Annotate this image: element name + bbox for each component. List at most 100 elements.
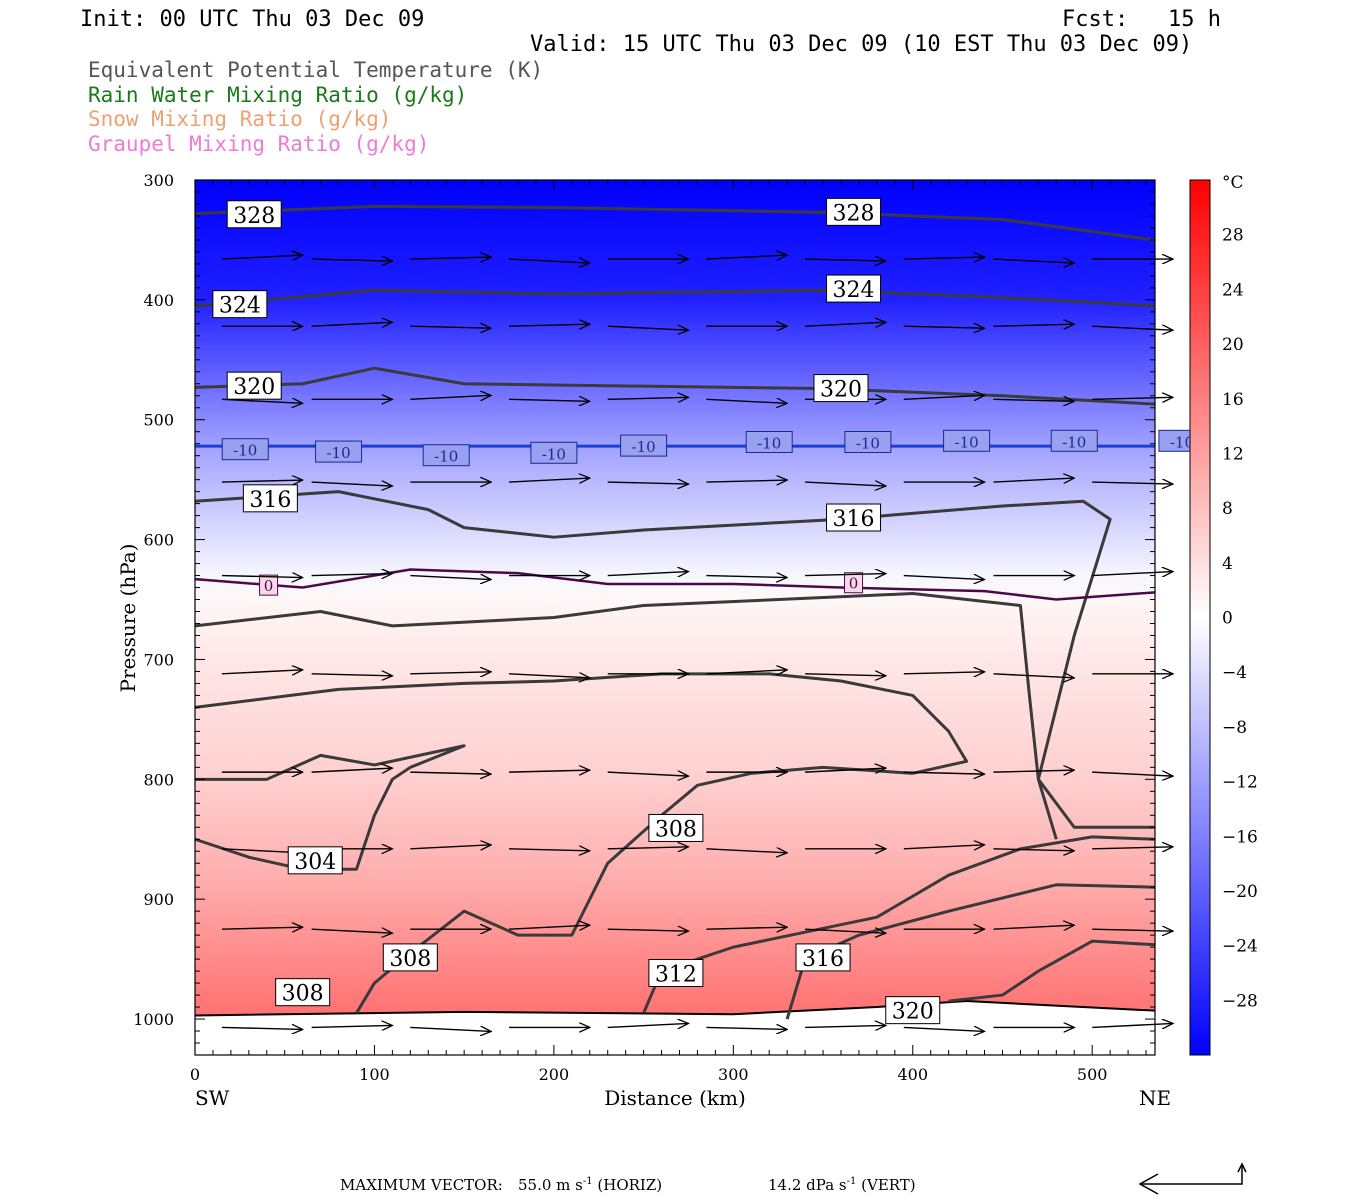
- y-tick-label: 700: [143, 650, 174, 669]
- theta-e-label-text: 324: [219, 294, 261, 319]
- theta-e-label: 328: [226, 200, 282, 229]
- isotherm-minus10-label: -10: [315, 440, 363, 463]
- wind-arrow: [221, 670, 303, 674]
- wind-arrow: [508, 259, 590, 263]
- wind-arrow: [903, 257, 985, 259]
- wind-arrow: [993, 259, 1075, 263]
- theta-e-label: 316: [242, 484, 298, 513]
- wind-arrow: [410, 672, 491, 674]
- colorbar-label: 20: [1222, 335, 1244, 355]
- wind-arrow: [706, 480, 787, 482]
- theta-e-label-box: [226, 371, 282, 400]
- wind-arrow: [903, 845, 985, 849]
- y-tick-label: 1000: [133, 1010, 174, 1029]
- wind-arrow: [311, 482, 393, 486]
- wind-arrow: [509, 399, 590, 401]
- wind-arrow: [993, 478, 1075, 482]
- theta-e-label: 320: [813, 374, 869, 403]
- wind-arrow: [1092, 326, 1173, 330]
- wind-arrow: [805, 674, 886, 676]
- isotherm-label-box: [844, 431, 892, 453]
- theta-e-label-box: [382, 943, 438, 972]
- wind-arrow: [508, 674, 590, 678]
- y-tick-label: 400: [143, 291, 174, 310]
- wind-arrow: [311, 574, 393, 576]
- legend-rain: Rain Water Mixing Ratio (g/kg): [88, 83, 468, 107]
- surface-line: [194, 1000, 1156, 1017]
- theta-e-label-text: 308: [655, 817, 697, 842]
- isotherm-label-text: -10: [233, 442, 257, 460]
- colorbar-unit: °C: [1222, 173, 1244, 193]
- theta-e-label-box: [885, 996, 941, 1025]
- theta-e-contour: [194, 592, 1155, 829]
- isotherm-label-box: [943, 429, 991, 452]
- wind-arrow: [311, 674, 393, 676]
- x-tick-label: 300: [718, 1065, 749, 1084]
- theta-e-label-text: 316: [249, 488, 291, 513]
- y-tick-label: 600: [143, 531, 174, 550]
- theta-e-label: 308: [275, 978, 331, 1007]
- theta-e-contour: [194, 204, 1156, 242]
- wind-arrow: [805, 322, 886, 326]
- colorbar-label: 16: [1222, 390, 1244, 410]
- max-vector-label: MAXIMUM VECTOR:: [340, 1176, 503, 1194]
- theta-e-label: 316: [826, 503, 882, 532]
- theta-e-label-text: 328: [833, 201, 875, 226]
- y-axis-label: Pressure (hPa): [116, 544, 140, 693]
- wind-arrow: [1092, 847, 1173, 849]
- theta-e-label-box: [275, 978, 331, 1007]
- isotherm-label-box: [422, 444, 470, 467]
- x-tick-label: 100: [359, 1065, 390, 1084]
- wind-arrow: [607, 572, 689, 576]
- wind-arrow: [1092, 572, 1173, 576]
- theta-e-label-box: [242, 484, 298, 513]
- legend-theta-e: Equivalent Potential Temperature (K): [88, 58, 544, 82]
- isotherm-label-box: [259, 574, 279, 596]
- wind-arrow: [607, 397, 689, 399]
- isotherm-label-text: -10: [856, 435, 880, 453]
- x-axis-label: Distance (km): [604, 1086, 746, 1110]
- wind-arrow: [607, 772, 689, 776]
- wind-arrow: [805, 259, 886, 261]
- x-tick-label: 500: [1077, 1065, 1108, 1084]
- theta-e-label: 328: [826, 197, 882, 226]
- plot-area: -10 -10 -10 -10 -10 -10 -10 -10 -10 -10 0 0 328 328 32…: [194, 180, 1206, 1055]
- isotherm-label-box: [844, 572, 864, 594]
- wind-arrow: [993, 324, 1075, 326]
- isotherm-label-box: [221, 438, 269, 461]
- wind-arrow: [607, 326, 689, 330]
- isotherm-minus10-label: -10: [530, 441, 578, 464]
- wind-arrow: [311, 1025, 393, 1027]
- theta-e-label-text: 320: [820, 378, 862, 403]
- x-right-direction-label: NE: [1139, 1086, 1171, 1110]
- x-tick-label: 0: [190, 1065, 200, 1084]
- theta-e-label: 320: [885, 996, 941, 1025]
- theta-e-contour: [194, 288, 1156, 308]
- theta-e-label-box: [826, 197, 882, 226]
- isotherm-minus10-label: -10: [745, 431, 793, 453]
- isotherm-label-text: -10: [542, 445, 566, 463]
- colorbar-label: −4: [1222, 663, 1247, 683]
- isotherm-minus10-label: -10: [620, 434, 668, 457]
- colorbar-label: 28: [1222, 226, 1244, 246]
- theta-e-contour: [948, 939, 1156, 1003]
- theta-e-label-box: [648, 958, 704, 987]
- colorbar-label: −24: [1222, 937, 1258, 957]
- wind-arrow: [706, 849, 787, 853]
- legend-graupel: Graupel Mixing Ratio (g/kg): [88, 132, 430, 156]
- colorbar-label: −16: [1222, 827, 1258, 847]
- colorbar-label: −28: [1222, 991, 1258, 1011]
- theta-e-label-box: [287, 846, 343, 875]
- wind-arrow: [903, 326, 985, 328]
- theta-e-label-text: 308: [282, 982, 324, 1007]
- forecast-hour: Fcst: 15 h: [1062, 7, 1221, 32]
- isotherm-label-box: [1050, 429, 1098, 452]
- wind-arrow: [311, 259, 393, 261]
- isotherm-label-box: [530, 441, 578, 464]
- wind-arrow: [607, 482, 689, 484]
- wind-arrow: [221, 1027, 303, 1029]
- colorbar-bar: [1189, 179, 1211, 1056]
- wind-arrow: [805, 929, 886, 933]
- theta-e-label: 320: [226, 371, 282, 400]
- isotherm-minus10-label: -10: [221, 438, 269, 461]
